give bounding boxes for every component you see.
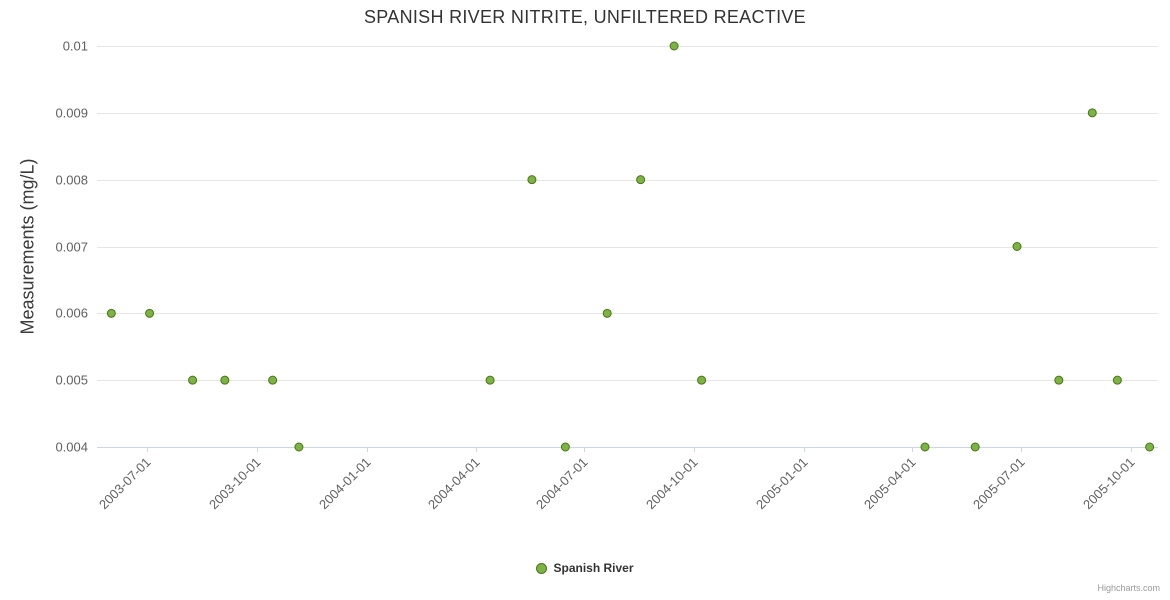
- data-point[interactable]: [1087, 108, 1097, 118]
- x-axis-tick-label: 2005-07-01: [970, 455, 1028, 513]
- x-axis-tick-label: 2004-01-01: [316, 455, 374, 513]
- data-point[interactable]: [145, 308, 155, 318]
- x-axis-tick-label: 2005-01-01: [753, 455, 811, 513]
- data-point[interactable]: [636, 175, 646, 185]
- data-point[interactable]: [1012, 242, 1022, 251]
- data-point[interactable]: [1145, 442, 1155, 452]
- y-axis-tick-label: 0.006: [55, 306, 88, 321]
- x-axis-tick-label: 2004-07-01: [533, 455, 591, 513]
- data-point[interactable]: [560, 442, 570, 452]
- data-point[interactable]: [188, 375, 198, 385]
- x-axis-tick-label: 2005-04-01: [861, 455, 919, 513]
- data-point[interactable]: [920, 442, 930, 452]
- data-point[interactable]: [268, 375, 278, 385]
- x-axis-tick-label: 2003-10-01: [206, 455, 264, 513]
- legend-marker-icon: [536, 562, 548, 574]
- data-point[interactable]: [970, 442, 980, 452]
- y-axis-tick-label: 0.005: [55, 373, 88, 388]
- chart-title: SPANISH RIVER NITRITE, UNFILTERED REACTI…: [364, 7, 806, 27]
- legend-item-spanish-river[interactable]: Spanish River: [0, 561, 1170, 575]
- y-axis-tick-label: 0.01: [63, 39, 88, 54]
- y-axis-tick-label: 0.009: [55, 106, 88, 121]
- x-axis-tick-label: 2004-10-01: [643, 455, 701, 513]
- data-point[interactable]: [220, 375, 230, 385]
- data-point[interactable]: [697, 375, 707, 385]
- data-point[interactable]: [1054, 375, 1064, 385]
- data-point[interactable]: [485, 375, 495, 385]
- data-point[interactable]: [1112, 375, 1122, 385]
- data-point[interactable]: [527, 175, 537, 185]
- y-axis-tick-label: 0.004: [55, 440, 88, 455]
- legend-label: Spanish River: [553, 561, 634, 575]
- data-point[interactable]: [602, 308, 612, 318]
- data-point[interactable]: [294, 442, 304, 452]
- data-point[interactable]: [106, 308, 116, 318]
- y-axis-tick-label: 0.008: [55, 173, 88, 188]
- x-axis-tick-label: 2003-07-01: [96, 455, 154, 513]
- x-axis-tick-label: 2004-04-01: [425, 455, 483, 513]
- x-axis-tick-label: 2005-10-01: [1080, 455, 1138, 513]
- highcharts-credit-link[interactable]: Highcharts.com: [1097, 583, 1160, 593]
- data-point[interactable]: [669, 41, 679, 51]
- y-axis-tick-label: 0.007: [55, 240, 88, 255]
